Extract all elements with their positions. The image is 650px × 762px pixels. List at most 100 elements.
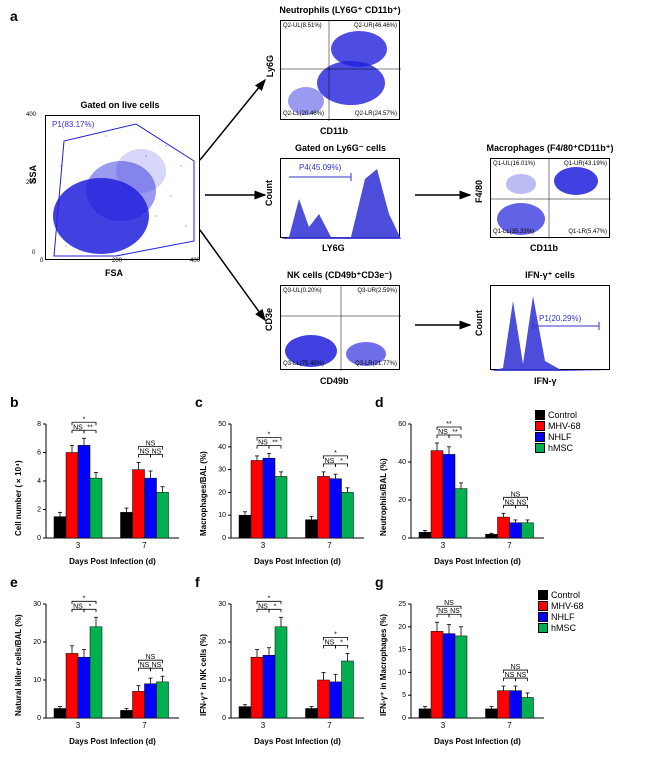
svg-text:NS: NS	[258, 440, 268, 447]
svg-text:6: 6	[37, 450, 41, 457]
svg-text:**: **	[272, 440, 278, 447]
svg-text:0: 0	[402, 715, 406, 722]
panel-label-a: a	[10, 8, 18, 24]
legend-bottom: Control MHV-68 NHLF hMSC	[538, 590, 584, 634]
svg-text:Days Post Infection (d): Days Post Infection (d)	[434, 557, 521, 566]
svg-text:*: *	[89, 603, 92, 610]
svg-text:10: 10	[218, 512, 226, 519]
svg-text:**: **	[446, 421, 452, 428]
svg-text:NS: NS	[325, 458, 335, 465]
svg-text:**: **	[87, 424, 93, 431]
svg-text:3: 3	[441, 541, 446, 550]
svg-text:NS: NS	[146, 654, 156, 661]
svg-text:NS: NS	[73, 603, 83, 610]
svg-text:40: 40	[218, 444, 226, 451]
svg-text:10: 10	[218, 677, 226, 684]
svg-text:NS: NS	[325, 639, 335, 646]
svg-text:Days Post Infection (d): Days Post Infection (d)	[254, 737, 341, 746]
svg-text:*: *	[340, 639, 343, 646]
svg-text:3: 3	[261, 721, 266, 730]
svg-text:*: *	[83, 595, 86, 602]
gate-p1: P1(83.17%)	[52, 120, 94, 129]
svg-text:NS: NS	[140, 448, 150, 455]
svg-text:0: 0	[222, 715, 226, 722]
svg-text:60: 60	[398, 421, 406, 428]
arrow-to-nk	[200, 230, 265, 320]
svg-text:3: 3	[261, 541, 266, 550]
svg-text:3: 3	[441, 721, 446, 730]
svg-text:NS: NS	[517, 672, 527, 679]
svg-text:40: 40	[398, 459, 406, 466]
svg-text:NS: NS	[438, 608, 448, 615]
svg-text:*: *	[268, 595, 271, 602]
ly6g-title: Gated on Ly6G⁻ cells	[268, 143, 413, 154]
main-x: FSA	[105, 268, 123, 278]
svg-text:NS: NS	[152, 662, 162, 669]
svg-text:7: 7	[142, 721, 147, 730]
svg-text:NS: NS	[511, 664, 521, 671]
svg-text:NS: NS	[505, 672, 515, 679]
svg-text:20: 20	[33, 639, 41, 646]
main-scatter: P1(83.17%)	[45, 115, 200, 260]
svg-text:5: 5	[402, 692, 406, 699]
main-scatter-title: Gated on live cells	[40, 100, 200, 110]
svg-text:7: 7	[507, 721, 512, 730]
svg-text:**: **	[452, 429, 458, 436]
svg-text:20: 20	[398, 497, 406, 504]
ly6g-plot: P4(45.09%)	[280, 158, 400, 238]
svg-text:NS: NS	[505, 499, 515, 506]
svg-text:*: *	[268, 432, 271, 439]
svg-text:7: 7	[327, 721, 332, 730]
main-scatter-points	[53, 135, 187, 254]
svg-text:50: 50	[218, 421, 226, 428]
svg-text:25: 25	[398, 601, 406, 608]
svg-text:NS: NS	[258, 603, 268, 610]
svg-text:0: 0	[222, 535, 226, 542]
svg-text:30: 30	[33, 601, 41, 608]
mac-plot: Q1-UL(16.01%) Q1-UR(43.19%) Q1-LL(35.33%…	[490, 158, 610, 238]
svg-text:0: 0	[402, 535, 406, 542]
svg-text:NS: NS	[511, 491, 521, 498]
arrow-to-neutrophils	[200, 80, 265, 160]
svg-text:NS: NS	[450, 608, 460, 615]
svg-text:*: *	[334, 631, 337, 638]
svg-text:*: *	[83, 416, 86, 423]
svg-text:NS: NS	[152, 448, 162, 455]
svg-text:15: 15	[398, 647, 406, 654]
svg-text:0: 0	[37, 535, 41, 542]
ifn-title: IFN-γ⁺ cells	[490, 270, 610, 281]
svg-text:10: 10	[33, 677, 41, 684]
figure-root: a Gated on live cells P1(83.17%) SSA FSA…	[0, 0, 650, 762]
svg-text:7: 7	[507, 541, 512, 550]
svg-text:Days Post Infection (d): Days Post Infection (d)	[69, 737, 156, 746]
svg-text:0: 0	[37, 715, 41, 722]
neutrophils-title: Neutrophils (LY6G⁺ CD11b⁺)	[265, 5, 415, 16]
nk-plot: Q3-UL(0.20%) Q3-UR(2.59%) Q3-LL(75.45%) …	[280, 285, 400, 370]
svg-text:2: 2	[37, 507, 41, 514]
neutrophils-plot: Q2-UL(8.51%) Q2-UR(46.46%) Q2-LL(20.46%)…	[280, 20, 400, 120]
ifn-plot: P1(20.29%)	[490, 285, 610, 370]
svg-text:NS: NS	[73, 424, 83, 431]
svg-text:30: 30	[218, 467, 226, 474]
svg-text:8: 8	[37, 421, 41, 428]
svg-text:20: 20	[218, 639, 226, 646]
svg-text:30: 30	[218, 601, 226, 608]
svg-text:20: 20	[398, 624, 406, 631]
svg-text:*: *	[334, 450, 337, 457]
legend-top: Control MHV-68 NHLF hMSC	[535, 410, 581, 454]
svg-text:4: 4	[37, 478, 41, 485]
svg-text:Days Post Infection (d): Days Post Infection (d)	[434, 737, 521, 746]
svg-text:7: 7	[142, 541, 147, 550]
svg-text:3: 3	[76, 721, 81, 730]
nk-title: NK cells (CD49b⁺CD3e⁻)	[262, 270, 417, 281]
svg-text:Days Post Infection (d): Days Post Infection (d)	[69, 557, 156, 566]
svg-text:*: *	[274, 603, 277, 610]
svg-text:NS: NS	[438, 429, 448, 436]
mac-title: Macrophages (F4/80⁺CD11b⁺)	[470, 143, 630, 154]
svg-text:*: *	[340, 458, 343, 465]
svg-text:10: 10	[398, 669, 406, 676]
svg-text:NS: NS	[140, 662, 150, 669]
svg-text:20: 20	[218, 489, 226, 496]
svg-text:7: 7	[327, 541, 332, 550]
svg-text:3: 3	[76, 541, 81, 550]
